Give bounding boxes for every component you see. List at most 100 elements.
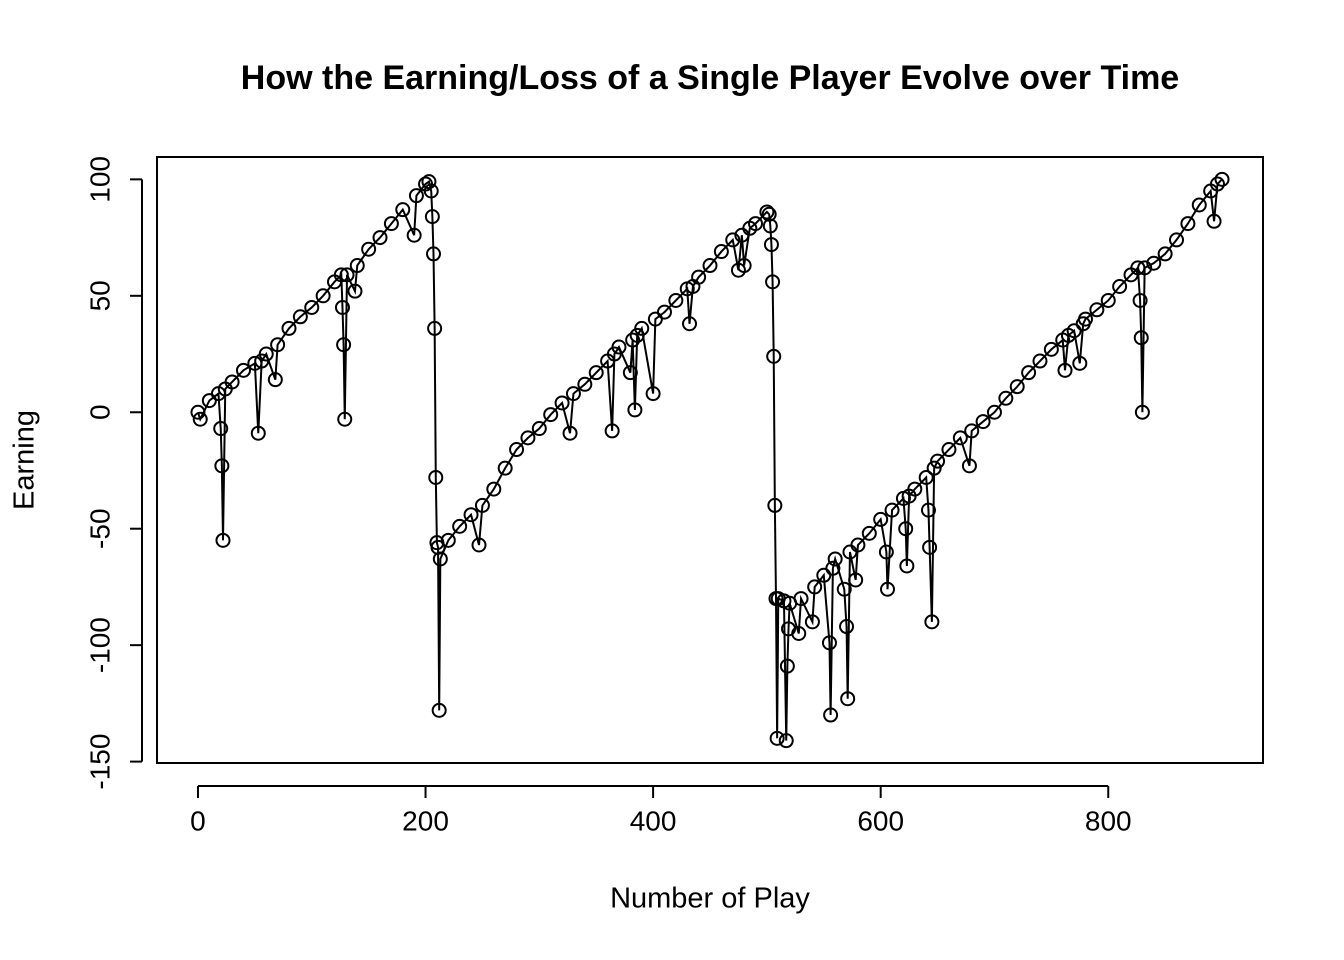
y-tick-label: 50: [84, 280, 115, 311]
data-point: [1100, 292, 1116, 308]
data-point: [622, 365, 638, 381]
data-point: [1132, 292, 1148, 308]
data-point: [267, 372, 283, 388]
data-point: [315, 288, 331, 304]
data-point: [1130, 260, 1146, 276]
data-point: [424, 209, 440, 225]
data-point: [333, 267, 349, 283]
data-point: [334, 299, 350, 315]
data-point: [668, 292, 684, 308]
data-point: [1214, 171, 1230, 187]
data-point: [880, 581, 896, 597]
data-point: [588, 365, 604, 381]
data-point: [349, 258, 365, 274]
data-point: [543, 407, 559, 423]
data-point: [767, 497, 783, 513]
data-point: [952, 430, 968, 446]
data-point: [961, 458, 977, 474]
data-point: [827, 551, 843, 567]
data-point: [432, 551, 448, 567]
data-point: [861, 525, 877, 541]
data-point: [270, 337, 286, 353]
data-point: [941, 442, 957, 458]
data-point: [682, 316, 698, 332]
data-point: [304, 299, 320, 315]
data-point: [823, 707, 839, 723]
data-point: [975, 414, 991, 430]
x-tick-label: 200: [402, 805, 449, 836]
data-point: [1112, 278, 1128, 294]
data-point: [347, 283, 363, 299]
y-tick-label: -50: [84, 508, 115, 548]
data-point: [426, 246, 441, 262]
data-point: [281, 320, 297, 336]
plot-box: [156, 156, 1264, 764]
data-point: [736, 258, 752, 274]
data-point: [604, 423, 620, 439]
data-point: [759, 204, 775, 220]
data-point: [192, 411, 208, 427]
x-tick-label: 400: [630, 805, 677, 836]
data-point: [986, 404, 1002, 420]
data-point: [497, 460, 513, 476]
y-axis-label: Earning: [9, 410, 41, 510]
data-point: [1032, 353, 1048, 369]
data-point: [258, 346, 274, 362]
data-point: [1180, 216, 1196, 232]
data-point: [763, 237, 779, 253]
data-point: [406, 227, 422, 243]
data-point: [627, 402, 643, 418]
data-point: [562, 425, 578, 441]
data-point: [520, 430, 536, 446]
x-tick-label: 800: [1085, 805, 1132, 836]
data-point: [825, 560, 841, 576]
data-point: [748, 216, 764, 232]
data-point: [339, 267, 355, 283]
data-point: [361, 241, 377, 257]
data-point: [873, 511, 889, 527]
data-point: [1077, 311, 1093, 327]
data-point: [998, 390, 1014, 406]
data-point: [190, 404, 206, 420]
data-point: [383, 216, 399, 232]
data-point: [634, 320, 650, 336]
data-point: [423, 183, 439, 199]
data-point: [215, 532, 231, 548]
x-tick-label: 600: [857, 805, 904, 836]
data-point: [645, 386, 661, 402]
data-point: [702, 258, 718, 274]
data-point: [235, 362, 251, 378]
data-point: [848, 572, 864, 588]
data-point: [471, 537, 487, 553]
data-point: [807, 579, 823, 595]
data-point: [1169, 232, 1185, 248]
data-point: [509, 442, 525, 458]
data-point: [213, 421, 229, 437]
data-point: [431, 702, 447, 718]
data-point: [428, 469, 444, 485]
data-point: [924, 614, 940, 630]
data-point: [292, 309, 308, 325]
data-point: [611, 339, 627, 355]
data-point: [1021, 365, 1037, 381]
data-point: [1133, 330, 1149, 346]
data-point: [713, 244, 729, 260]
data-point: [214, 458, 230, 474]
data-point: [372, 230, 388, 246]
data-point: [920, 502, 936, 518]
data-point: [1072, 355, 1088, 371]
data-point: [421, 174, 437, 190]
data-point: [1089, 302, 1105, 318]
data-point: [1057, 362, 1073, 378]
data-point: [1134, 404, 1150, 420]
data-point: [531, 421, 547, 437]
data-point: [821, 635, 837, 651]
data-point: [907, 481, 923, 497]
data-point: [793, 591, 809, 607]
data-point: [761, 206, 777, 222]
data-point: [778, 733, 794, 749]
data-point: [1206, 213, 1222, 229]
data-point: [452, 518, 468, 534]
data-point: [765, 274, 781, 290]
